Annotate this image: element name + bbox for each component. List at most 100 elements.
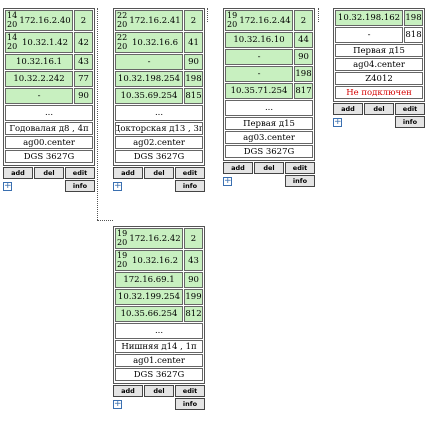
table-row: - 198 [225, 66, 313, 82]
info-text: ag03.center [225, 131, 313, 144]
add-button[interactable]: add [3, 167, 33, 179]
table-row: - 818 [335, 27, 423, 43]
ip-cell[interactable]: 22 20 172.16.2.41 [115, 10, 183, 31]
info-row: DGS 3627G [225, 145, 313, 158]
ip-cell[interactable]: 10.32.198.254 [115, 71, 183, 87]
add-button[interactable]: add [113, 167, 143, 179]
ip-cell[interactable]: 10.32.16.10 [225, 32, 293, 48]
table-row: 22 20 172.16.2.41 2 [115, 10, 203, 31]
expand-plus-icon[interactable]: + [3, 180, 12, 191]
add-button[interactable]: add [113, 385, 143, 397]
ip-cell[interactable]: - [225, 66, 293, 82]
switch-node-ag04: 10.32.198.162 198 - 818 Первая д15 ag04.cente… [333, 8, 425, 128]
info-button[interactable]: info [65, 180, 95, 192]
info-text: Z4012 [335, 72, 423, 85]
vlan-number-cell: 815 [184, 88, 203, 104]
port-number: 14 20 [7, 11, 18, 29]
more-ports-cell[interactable]: ... [115, 323, 203, 339]
more-ports-cell[interactable]: ... [225, 100, 313, 116]
more-ports-cell[interactable]: ... [5, 105, 93, 121]
ip-cell[interactable]: 10.32.199.254 [115, 289, 183, 305]
info-row: DGS 3627G [115, 368, 203, 381]
add-button[interactable]: add [333, 103, 363, 115]
delete-button[interactable]: del [364, 103, 394, 115]
port-table: 19 20 172.16.2.44 2 10.32.16.10 44-90-198 10.3… [223, 8, 315, 161]
add-button[interactable]: add [223, 162, 253, 174]
expand-plus-icon[interactable]: + [113, 180, 122, 191]
ip-cell[interactable]: 10.32.16.1 [5, 54, 73, 70]
port-number: 14 20 [7, 33, 17, 51]
info-text: DGS 3627G [115, 368, 203, 381]
ip-cell[interactable]: 14 20 172.16.2.40 [5, 10, 73, 31]
ip-cell[interactable]: - [115, 54, 183, 70]
info-button[interactable]: info [175, 398, 205, 410]
info-button[interactable]: info [175, 180, 205, 192]
port-number: 22 20 [117, 11, 128, 29]
ip-address: 10.35.66.254 [120, 309, 178, 319]
expand-plus-icon[interactable]: + [333, 116, 342, 127]
ip-cell[interactable]: - [225, 49, 293, 65]
ip-address: 10.32.2.242 [13, 74, 65, 84]
port-number-top: 22 [117, 11, 128, 20]
ip-address: - [257, 52, 261, 62]
expand-plus-icon[interactable]: + [223, 175, 232, 186]
info-text: Годовалая д8 , 4п [5, 122, 93, 135]
ip-cell[interactable]: 22 20 10.32.16.6 [115, 32, 183, 53]
vlan-number-cell: 44 [294, 32, 313, 48]
table-row: 22 20 10.32.16.6 41 [115, 32, 203, 53]
edit-button[interactable]: edit [175, 167, 205, 179]
table-row: 10.35.71.254 817 [225, 83, 313, 99]
ip-address: 10.32.16.10 [233, 35, 285, 45]
ip-cell[interactable]: 10.32.198.162 [335, 10, 403, 26]
delete-button[interactable]: del [254, 162, 284, 174]
ip-cell[interactable]: 172.16.69.1 [115, 272, 183, 288]
delete-button[interactable]: del [144, 385, 174, 397]
ip-cell[interactable]: 14 20 10.32.1.42 [5, 32, 73, 53]
port-number: 19 20 [117, 229, 128, 247]
port-table: 19 20 172.16.2.42 2 19 20 10.32.16.2 43 172.16.6… [113, 226, 205, 384]
info-text: ag01.center [115, 354, 203, 367]
vlan-number-cell: 198 [294, 66, 313, 82]
info-row: ag03.center [225, 131, 313, 144]
edit-button[interactable]: edit [285, 162, 315, 174]
ip-cell[interactable]: 10.35.69.254 [115, 88, 183, 104]
ip-cell[interactable]: 10.35.71.254 [225, 83, 293, 99]
switch-node-ag01: 19 20 172.16.2.42 2 19 20 10.32.16.2 43 172.16.6… [113, 226, 205, 410]
table-row: ... [115, 105, 203, 121]
connector-line [97, 8, 98, 220]
more-ports-cell[interactable]: ... [115, 105, 203, 121]
ip-cell[interactable]: 10.35.66.254 [115, 306, 183, 322]
port-number-bottom: 20 [117, 237, 128, 247]
delete-button[interactable]: del [144, 167, 174, 179]
port-number: 22 20 [117, 33, 128, 51]
port-number-bottom: 20 [117, 259, 128, 269]
ip-address: 172.16.2.42 [129, 233, 181, 244]
delete-button[interactable]: del [34, 167, 64, 179]
table-row: 19 20 10.32.16.2 43 [115, 250, 203, 271]
ip-cell[interactable]: 19 20 10.32.16.2 [115, 250, 183, 271]
button-bar: add del edit [223, 162, 315, 174]
ip-cell[interactable]: - [5, 88, 73, 104]
vlan-number-cell: 198 [404, 10, 423, 26]
expand-plus-icon[interactable]: + [113, 398, 122, 409]
edit-button[interactable]: edit [175, 385, 205, 397]
ip-cell[interactable]: 19 20 172.16.2.44 [225, 10, 293, 31]
ip-cell[interactable]: - [335, 27, 403, 43]
info-row: DGS 3627G [5, 150, 93, 163]
button-bar: add del edit [333, 103, 425, 115]
port-number-bottom: 20 [117, 41, 128, 51]
edit-button[interactable]: edit [65, 167, 95, 179]
vlan-number-cell: 2 [74, 10, 93, 31]
info-button[interactable]: info [395, 116, 425, 128]
info-text: Докторская д13 , 3п [115, 122, 203, 135]
ip-cell[interactable]: 19 20 172.16.2.42 [115, 228, 183, 249]
vlan-number-cell: 199 [184, 289, 203, 305]
vlan-number-cell: 90 [184, 54, 203, 70]
table-row: - 90 [5, 88, 93, 104]
port-number-bottom: 20 [7, 19, 18, 29]
ip-address: - [367, 30, 371, 40]
info-text: ag00.center [5, 136, 93, 149]
edit-button[interactable]: edit [395, 103, 425, 115]
info-button[interactable]: info [285, 175, 315, 187]
ip-cell[interactable]: 10.32.2.242 [5, 71, 73, 87]
